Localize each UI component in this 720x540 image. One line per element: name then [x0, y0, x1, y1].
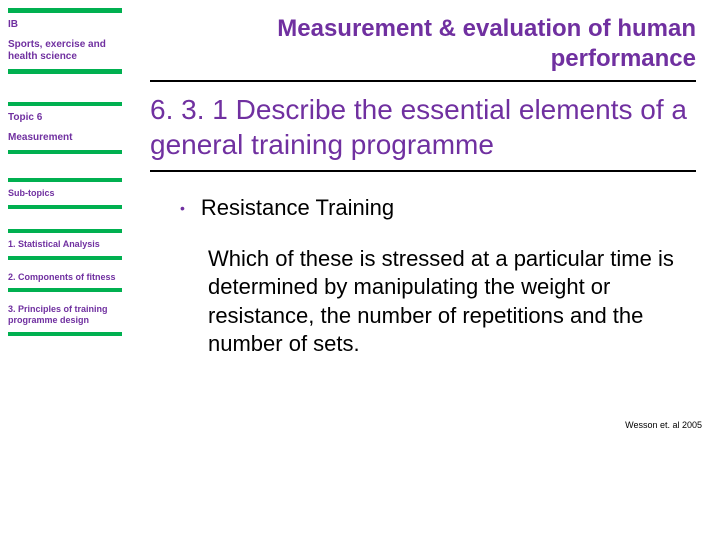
divider-bar [8, 205, 122, 209]
subtopics-heading: Sub-topics [8, 186, 122, 205]
divider-bar [8, 229, 122, 233]
divider-bar [8, 332, 122, 336]
sidebar-subtopic-item: 1. Statistical Analysis [8, 229, 122, 260]
sidebar: IB Sports, exercise and health science T… [0, 0, 130, 540]
course-name: Sports, exercise and health science [8, 37, 122, 69]
topic-number: Topic 6 [8, 110, 122, 130]
topic-name: Measurement [8, 130, 122, 150]
divider-bar [8, 150, 122, 154]
divider-bar [8, 178, 122, 182]
page-title: Measurement & evaluation of human perfor… [150, 14, 696, 82]
sidebar-subtopics-block: Sub-topics [8, 178, 122, 209]
divider-bar [8, 288, 122, 292]
divider-bar [8, 102, 122, 106]
subtopic-2: 2. Components of fitness [8, 270, 122, 289]
divider-bar [8, 8, 122, 13]
divider-bar [8, 256, 122, 260]
sidebar-subtopic-item: 2. Components of fitness [8, 270, 122, 293]
bullet-text: Resistance Training [201, 194, 394, 223]
course-code: IB [8, 17, 122, 37]
divider-bar [8, 69, 122, 74]
sidebar-subtopic-item: 3. Principles of training programme desi… [8, 302, 122, 336]
sidebar-course-block: IB Sports, exercise and health science [8, 8, 122, 74]
sidebar-topic-block: Topic 6 Measurement [8, 102, 122, 154]
subtopic-1: 1. Statistical Analysis [8, 237, 122, 256]
section-heading: 6. 3. 1 Describe the essential elements … [150, 92, 696, 172]
main-content: Measurement & evaluation of human perfor… [140, 0, 710, 359]
citation-text: Wesson et. al 2005 [625, 420, 702, 430]
subtopic-3: 3. Principles of training programme desi… [8, 302, 122, 332]
body-paragraph: Which of these is stressed at a particul… [208, 245, 686, 359]
bullet-item: • Resistance Training [180, 194, 696, 223]
bullet-icon: • [180, 200, 185, 216]
